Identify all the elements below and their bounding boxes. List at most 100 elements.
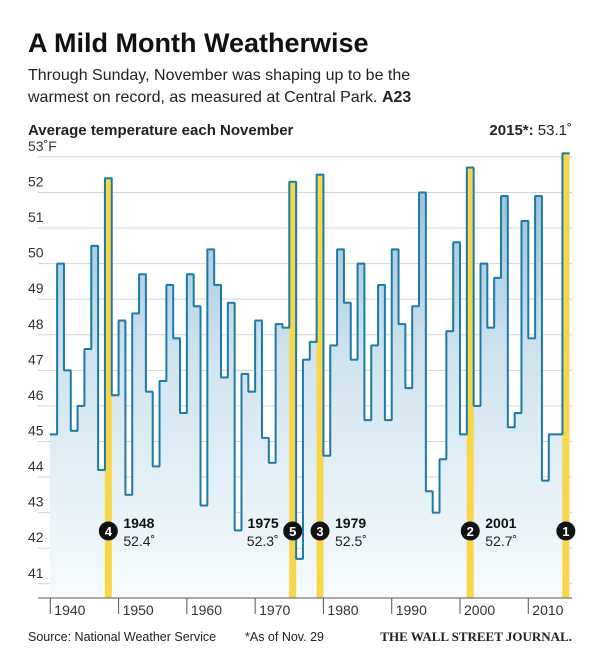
area-fill bbox=[261, 437, 270, 598]
annotation-year: 1948 bbox=[123, 515, 154, 531]
note: *As of Nov. 29 bbox=[245, 630, 324, 644]
subtitle: Through Sunday, November was shaping up … bbox=[28, 67, 410, 84]
area-fill bbox=[118, 320, 126, 598]
area-fill bbox=[329, 345, 338, 598]
area-fill bbox=[138, 274, 147, 598]
rank-label: 2 bbox=[467, 524, 474, 539]
area-fill bbox=[166, 284, 174, 598]
area-fill bbox=[111, 395, 119, 598]
y-tick-label: 49 bbox=[28, 280, 44, 296]
x-tick-label: 1990 bbox=[396, 602, 427, 618]
highlight-bar bbox=[562, 153, 570, 598]
x-tick-label: 1980 bbox=[327, 602, 358, 618]
chart-label: Average temperature each November bbox=[28, 122, 294, 139]
area-fill bbox=[248, 391, 256, 598]
annotation-year: 1979 bbox=[335, 515, 366, 531]
area-fill bbox=[370, 345, 379, 598]
y-tick-label: 51 bbox=[28, 209, 44, 225]
area-fill bbox=[398, 324, 406, 598]
area-fill bbox=[49, 434, 58, 598]
area-fill bbox=[90, 245, 99, 598]
subtitle: warmest on record, as measured at Centra… bbox=[27, 89, 411, 106]
area-fill bbox=[534, 196, 543, 598]
area-fill bbox=[241, 373, 249, 598]
rank-badge bbox=[283, 521, 303, 541]
area-fill bbox=[275, 324, 283, 598]
area-fill bbox=[555, 434, 563, 598]
area-fill bbox=[145, 391, 154, 598]
area-fill bbox=[63, 370, 72, 598]
annotation-year: 2001 bbox=[485, 515, 516, 531]
area-fill bbox=[507, 427, 515, 598]
x-tick-label: 2000 bbox=[464, 602, 495, 618]
annotations: 4 1948 52.4˚ 5 1975 52.3˚ 3 1979 52.5˚ 2 2001 52.7˚… bbox=[98, 515, 576, 549]
area-fill bbox=[131, 313, 140, 598]
area-fill bbox=[220, 377, 229, 598]
x-tick-label: 1970 bbox=[259, 602, 290, 618]
area-fill bbox=[377, 284, 386, 598]
top-label-year: 2015*: bbox=[489, 122, 533, 139]
area-fill bbox=[473, 405, 481, 598]
y-tick-label: 44 bbox=[28, 458, 44, 474]
area-fill bbox=[295, 558, 304, 598]
top-label: 2015*: 53.1˚ bbox=[489, 122, 572, 139]
area-fill bbox=[309, 341, 317, 598]
area-fill bbox=[227, 302, 235, 598]
annotation-value: 52.5˚ bbox=[335, 533, 367, 549]
area-fill bbox=[254, 320, 263, 598]
area-fill bbox=[179, 413, 188, 598]
y-tick-label: 52 bbox=[28, 173, 44, 189]
area-fill bbox=[493, 277, 502, 598]
subtitle-text: warmest on record, as measured at Centra… bbox=[27, 89, 377, 106]
area-fill bbox=[446, 331, 454, 598]
area-fill bbox=[521, 220, 529, 598]
area-fill bbox=[411, 306, 420, 598]
rank-label: 1 bbox=[562, 524, 569, 539]
area-fill bbox=[350, 359, 358, 598]
area-fill bbox=[418, 192, 427, 598]
area-fill bbox=[213, 284, 222, 598]
y-tick-label: 47 bbox=[28, 351, 44, 367]
source: Source: National Weather Service bbox=[28, 630, 216, 644]
area-fill bbox=[234, 530, 242, 598]
area-fill bbox=[384, 420, 393, 598]
area-fill bbox=[480, 263, 488, 598]
area-fill bbox=[405, 388, 413, 598]
y-tick-label: 50 bbox=[28, 245, 44, 261]
x-tick-label: 1940 bbox=[54, 602, 85, 618]
area-fill bbox=[500, 196, 509, 598]
y-tick-label: 45 bbox=[28, 422, 44, 438]
y-tick-label: 42 bbox=[28, 529, 44, 545]
area-fill bbox=[459, 434, 468, 598]
area-fill bbox=[56, 263, 65, 598]
chart-title: A Mild Month Weatherwise bbox=[28, 28, 369, 58]
rank-badge bbox=[460, 521, 480, 541]
x-tick-label: 2010 bbox=[532, 602, 563, 618]
credit: THE WALL STREET JOURNAL. bbox=[380, 629, 572, 644]
y-tick-label: 43 bbox=[28, 494, 44, 510]
annotation-value: 52.3˚ bbox=[247, 533, 279, 549]
area-fill bbox=[425, 491, 433, 598]
area-fill bbox=[487, 327, 495, 598]
area-fill bbox=[159, 381, 167, 598]
rank-label: 4 bbox=[105, 524, 113, 539]
area-fill bbox=[200, 505, 208, 598]
area-fill bbox=[343, 302, 352, 598]
area-fill bbox=[357, 263, 365, 598]
y-tick-label: 41 bbox=[28, 565, 44, 581]
x-tick-label: 1950 bbox=[123, 602, 154, 618]
line bbox=[49, 152, 570, 560]
highlight-bar bbox=[316, 174, 324, 598]
y-tick-label: 48 bbox=[28, 316, 44, 332]
area-fill bbox=[302, 359, 311, 598]
area-fill bbox=[548, 434, 556, 598]
area-fill bbox=[364, 420, 372, 598]
area-fill bbox=[172, 338, 181, 598]
area-fill bbox=[514, 413, 522, 598]
area-fill bbox=[541, 480, 550, 598]
area-fill bbox=[452, 242, 461, 598]
area-fill bbox=[527, 338, 536, 598]
area bbox=[49, 153, 570, 598]
area-fill bbox=[391, 249, 399, 598]
